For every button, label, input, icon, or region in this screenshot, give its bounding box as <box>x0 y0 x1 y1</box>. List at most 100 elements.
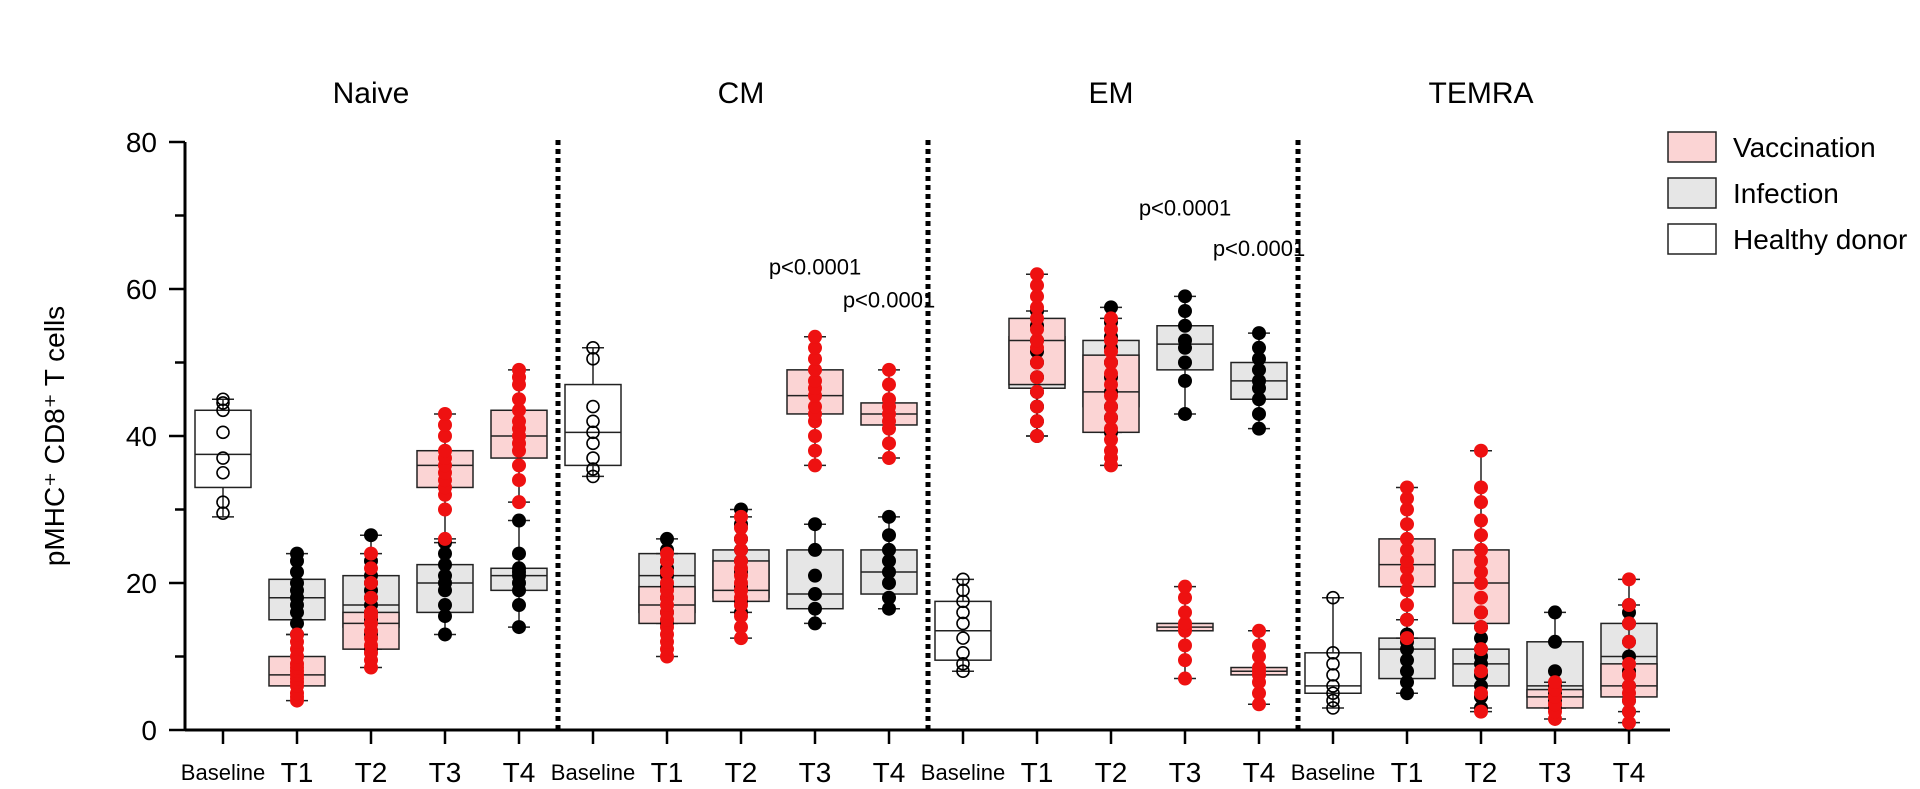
data-point-vac <box>1030 322 1044 337</box>
box-hd <box>194 409 252 489</box>
data-point-vac <box>512 458 526 473</box>
data-point-vac <box>734 609 748 624</box>
data-point-vac <box>1474 564 1488 579</box>
data-point-vac <box>1104 443 1118 458</box>
data-point-inf <box>1252 340 1266 355</box>
data-point-vac <box>364 576 378 590</box>
data-point-hd <box>216 425 230 440</box>
data-point-inf <box>1252 392 1266 407</box>
data-point-vac <box>364 546 378 561</box>
data-point-vac <box>1622 704 1636 719</box>
x-tick-label: T4 <box>873 757 906 784</box>
data-point-vac <box>808 351 822 366</box>
legend-label-hd: Healthy donor <box>1733 224 1907 255</box>
data-point-vac <box>660 576 674 590</box>
data-point-vac <box>438 531 452 546</box>
data-point-hd <box>586 425 600 440</box>
data-point-inf <box>1178 333 1192 348</box>
x-tick-label: T2 <box>355 757 388 784</box>
data-point-vac <box>512 403 526 418</box>
data-point-inf <box>1252 326 1266 341</box>
x-tick-label: T3 <box>1169 757 1202 784</box>
data-point-vac <box>1178 616 1192 631</box>
data-point-vac <box>1104 399 1118 414</box>
data-point-vac <box>512 414 526 429</box>
data-point-hd <box>216 506 230 520</box>
data-point-vac <box>882 392 896 407</box>
data-point-inf <box>882 601 896 616</box>
data-point-vac <box>1622 634 1636 649</box>
data-point-hd <box>216 396 230 410</box>
data-point-inf <box>1178 289 1192 304</box>
data-point-hd <box>956 583 970 598</box>
data-point-vac <box>734 520 748 535</box>
x-tick-label: T4 <box>1243 757 1276 784</box>
data-point-vac <box>1622 572 1636 587</box>
data-point-inf <box>1400 664 1414 679</box>
data-point-hd <box>1326 646 1340 660</box>
x-tick-label: T1 <box>1021 757 1054 784</box>
data-point-inf <box>364 528 378 543</box>
data-point-vac <box>882 451 896 466</box>
data-point-inf <box>1104 300 1118 315</box>
data-point-inf <box>290 576 304 590</box>
data-point-inf <box>882 553 896 568</box>
data-point-inf <box>512 620 526 635</box>
data-point-vac <box>1400 517 1414 532</box>
data-point-hd <box>956 572 970 587</box>
data-point-inf <box>808 587 822 602</box>
data-point-inf <box>882 509 896 524</box>
data-point-hd <box>216 465 230 480</box>
data-point-vac <box>1178 579 1192 594</box>
data-point-inf <box>438 568 452 583</box>
data-point-vac <box>512 392 526 407</box>
data-point-vac <box>808 340 822 355</box>
data-point-vac <box>1030 300 1044 315</box>
data-point-vac <box>1622 667 1636 682</box>
data-point-vac <box>1030 429 1044 443</box>
data-point-vac <box>1474 590 1488 605</box>
x-tick-label: T4 <box>503 757 536 784</box>
data-point-hd <box>1326 701 1340 715</box>
data-point-vac <box>1474 542 1488 557</box>
axes-layer <box>169 140 1670 744</box>
data-point-vac <box>1400 531 1414 546</box>
data-point-vac <box>1104 432 1118 447</box>
data-point-vac <box>1104 388 1118 403</box>
data-point-vac <box>512 362 526 377</box>
data-point-inf <box>512 546 526 561</box>
y-tick-label: 0 <box>141 715 157 746</box>
data-point-inf <box>882 590 896 605</box>
data-point-vac <box>734 620 748 635</box>
data-point-vac <box>808 458 822 473</box>
data-point-vac <box>734 553 748 568</box>
data-point-inf <box>882 542 896 557</box>
data-point-hd <box>1326 657 1340 671</box>
data-point-hd <box>956 657 970 671</box>
data-point-vac <box>808 329 822 344</box>
data-point-inf <box>1548 605 1562 620</box>
x-tick-label: T1 <box>281 757 314 784</box>
data-point-vac <box>1474 513 1488 528</box>
data-point-vac <box>1474 686 1488 701</box>
data-point-vac <box>1400 598 1414 613</box>
x-tick-label: T3 <box>429 757 462 784</box>
data-point-vac <box>1400 542 1414 557</box>
data-point-vac <box>734 631 748 646</box>
panel-title: CM <box>718 77 765 110</box>
data-point-vac <box>1400 612 1414 627</box>
data-point-vac <box>1474 620 1488 635</box>
data-point-hd <box>1326 679 1340 693</box>
data-point-inf <box>1548 634 1562 649</box>
data-point-vac <box>1548 675 1562 690</box>
p-value-annotation: p<0.0001 <box>843 287 935 312</box>
data-point-inf <box>1548 664 1562 679</box>
data-point-inf <box>660 531 674 546</box>
data-point-inf <box>438 598 452 613</box>
data-point-vac <box>1030 311 1044 326</box>
y-axis-title: pMHC⁺ CD8⁺ T cells <box>39 306 70 566</box>
data-point-inf <box>808 568 822 583</box>
data-point-vac <box>734 542 748 557</box>
data-point-inf <box>1252 351 1266 366</box>
data-point-inf <box>1178 318 1192 333</box>
